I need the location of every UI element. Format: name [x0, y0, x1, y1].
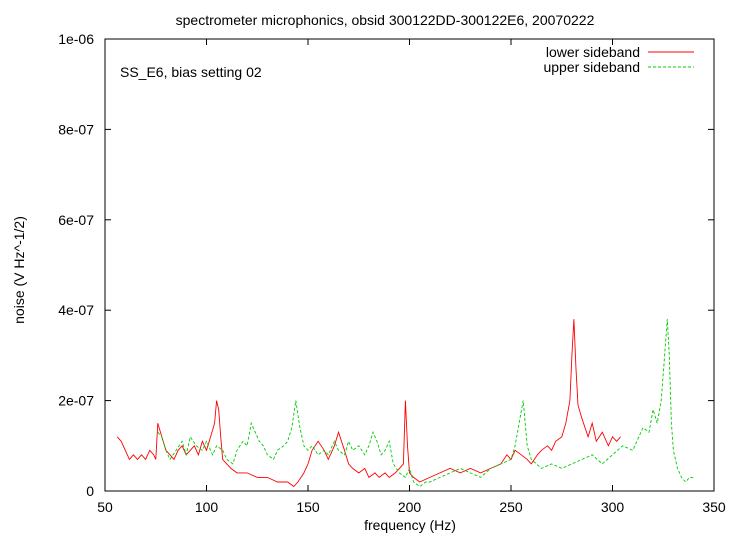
y-tick-label: 4e-07: [58, 302, 94, 318]
x-tick-label: 300: [601, 499, 625, 515]
y-tick-label: 2e-07: [58, 393, 94, 409]
y-axis-label: noise (V Hz^-1/2): [11, 216, 27, 324]
chart-title: spectrometer microphonics, obsid 300122D…: [176, 12, 595, 28]
legend-label: lower sideband: [546, 44, 640, 60]
y-tick-label: 0: [86, 483, 94, 499]
x-axis-label: frequency (Hz): [364, 517, 456, 533]
x-tick-label: 350: [702, 499, 726, 515]
x-tick-label: 150: [296, 499, 320, 515]
y-tick-label: 1e-06: [58, 31, 94, 47]
plot-frame: [104, 38, 715, 492]
x-tick-label: 250: [499, 499, 523, 515]
series-line-upper-sideband: [157, 319, 694, 488]
x-tick-label: 100: [195, 499, 219, 515]
legend-label: upper sideband: [543, 59, 640, 75]
y-tick-label: 6e-07: [58, 212, 94, 228]
plot-axes: 50 100 150 200 250 300 350 0 2e-07 4e-07 6e-07 8e-0…: [58, 31, 726, 515]
series-line-lower-sideband: [116, 319, 621, 488]
x-tick-label: 50: [97, 499, 113, 515]
x-tick-label: 200: [398, 499, 422, 515]
chart-annotation: SS_E6, bias setting 02: [120, 64, 262, 80]
series-layer: [116, 319, 694, 488]
y-tick-label: 8e-07: [58, 121, 94, 137]
